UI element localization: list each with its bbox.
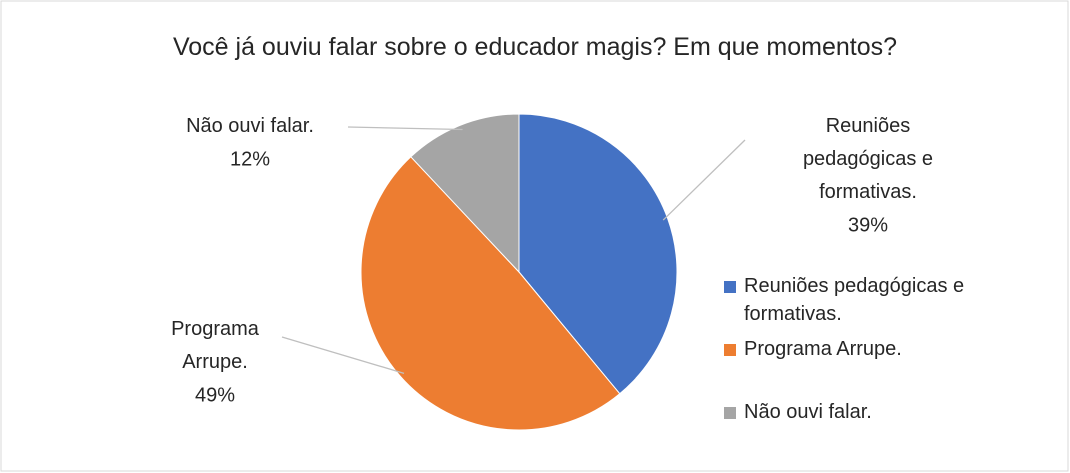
data-label-value: 49% [195,384,235,406]
data-label-category: Reuniões pedagógicas e formativas. [803,115,933,203]
leader-line [347,126,463,131]
pie-slice [410,113,520,274]
pie-slice [360,156,621,431]
leader-line [281,336,405,374]
data-label-value: 39% [848,214,888,236]
leader-line [662,139,746,221]
legend-label: Programa Arrupe. [744,338,902,360]
legend-label: Não ouvi falar. [744,401,872,423]
legend-swatch [724,407,736,419]
legend-swatch [724,344,736,356]
data-label-category: Não ouvi falar. [186,115,314,137]
legend-swatch [724,281,736,293]
pie-slice [518,113,678,395]
data-label-value: 12% [230,148,270,170]
data-label-category: Programa Arrupe. [171,318,260,373]
chart-title: Você já ouviu falar sobre o educador mag… [173,33,897,61]
legend-label: Reuniões pedagógicas e formativas. [744,275,964,325]
